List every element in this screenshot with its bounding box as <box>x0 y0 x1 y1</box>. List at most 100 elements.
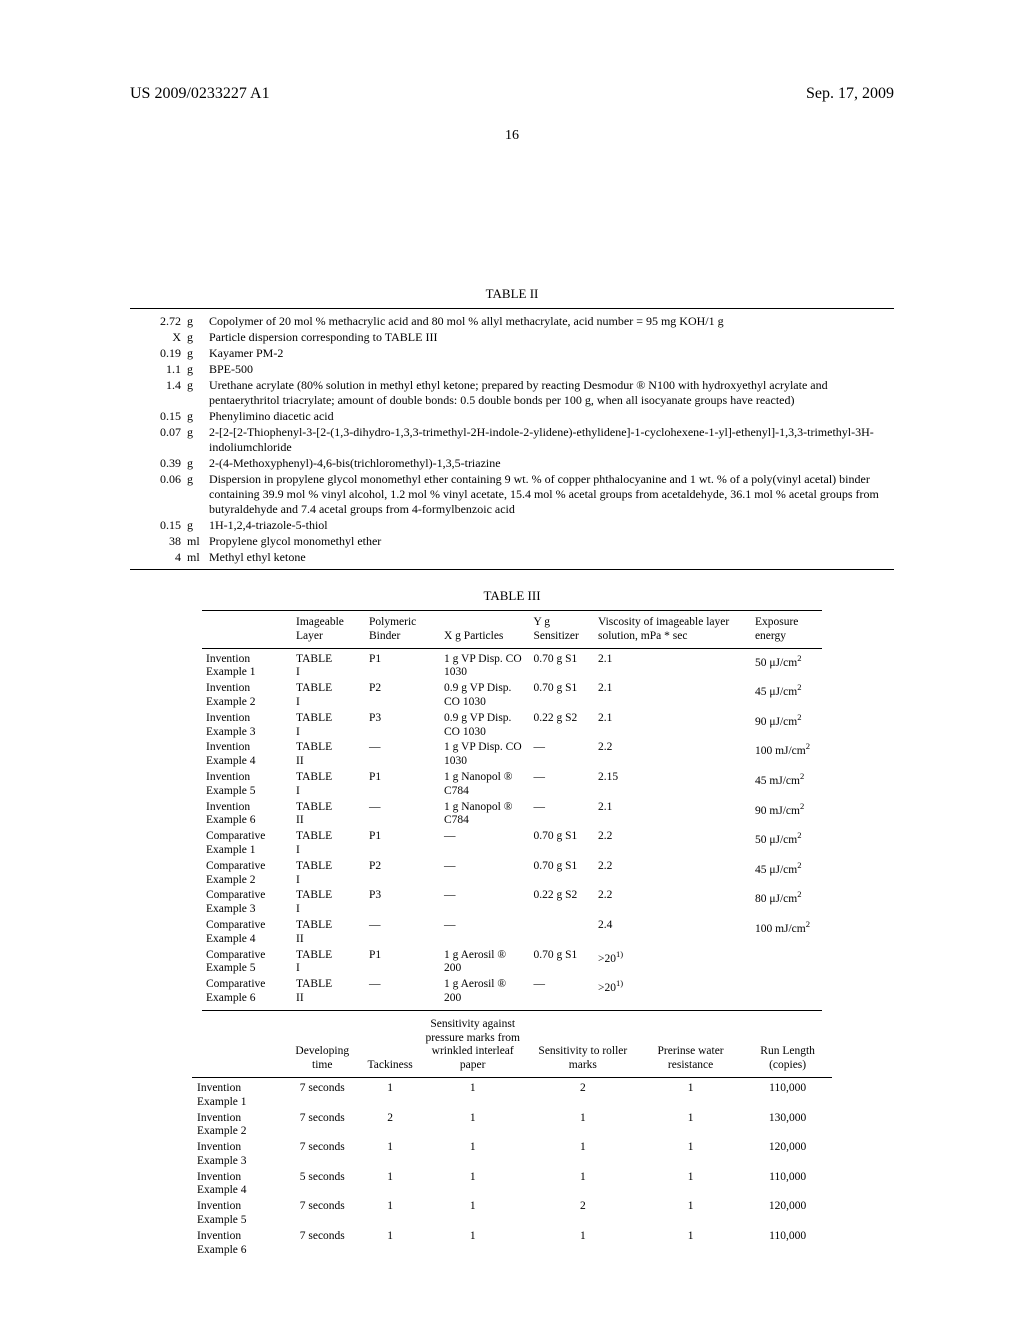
cell: — <box>440 859 529 889</box>
description-cell: Kayamer PM-2 <box>206 345 894 361</box>
description-cell: Methyl ethyl ketone <box>206 549 894 565</box>
table-iii-title: TABLE III <box>202 588 822 604</box>
table-row: ComparativeExample 3TABLEIP3—0.22 g S22.… <box>202 888 822 918</box>
cell: P3 <box>365 711 440 741</box>
cell: P2 <box>365 859 440 889</box>
cell: — <box>529 977 594 1007</box>
cell: TABLEI <box>292 681 365 711</box>
cell: 7 seconds <box>282 1111 363 1141</box>
unit-cell: g <box>184 424 206 455</box>
cell: TABLEII <box>292 800 365 830</box>
table-iii-lower-block: Developing time Tackiness Sensitivity ag… <box>192 1017 832 1259</box>
row-label: InventionExample 6 <box>202 800 292 830</box>
rule <box>130 569 894 570</box>
amount-cell: 2.72 <box>130 313 184 329</box>
cell: 0.9 g VP Disp. CO 1030 <box>440 681 529 711</box>
cell: 2.1 <box>594 711 751 741</box>
cell: 1 <box>528 1140 638 1170</box>
cell: 2.2 <box>594 859 751 889</box>
cell: 0.70 g S1 <box>529 681 594 711</box>
cell: 1 <box>418 1140 528 1170</box>
cell: 80 μJ/cm2 <box>751 888 822 918</box>
amount-cell: X <box>130 329 184 345</box>
col-header: Sensitivity to roller marks <box>528 1017 638 1074</box>
cell: 100 mJ/cm2 <box>751 740 822 770</box>
cell: — <box>529 800 594 830</box>
col-header: Imageable Layer <box>292 615 365 645</box>
col-header: Run Length (copies) <box>743 1017 832 1074</box>
page-content: TABLE II 2.72gCopolymer of 20 mol % meth… <box>0 103 1024 1258</box>
cell: 0.70 g S1 <box>529 948 594 978</box>
table-row: 4mlMethyl ethyl ketone <box>130 549 894 565</box>
cell: 1 <box>528 1170 638 1200</box>
cell: 1 <box>418 1111 528 1141</box>
cell: 120,000 <box>743 1140 832 1170</box>
rule <box>202 1010 822 1011</box>
cell: — <box>365 918 440 948</box>
cell: 1 <box>418 1081 528 1111</box>
cell: 1 <box>363 1229 418 1259</box>
amount-cell: 0.19 <box>130 345 184 361</box>
cell: 1 <box>638 1081 743 1111</box>
cell: 1 <box>638 1199 743 1229</box>
col-header: X g Particles <box>440 615 529 645</box>
table-row: 1.1gBPE-500 <box>130 361 894 377</box>
cell: — <box>365 800 440 830</box>
row-label: InventionExample 4 <box>192 1170 282 1200</box>
row-label: InventionExample 5 <box>202 770 292 800</box>
cell: 7 seconds <box>282 1081 363 1111</box>
row-label: InventionExample 6 <box>192 1229 282 1259</box>
table-row: InventionExample 27 seconds2111130,000 <box>192 1111 832 1141</box>
table-iii-block: TABLE III Imageable Layer Polymeric Bind… <box>202 588 822 1011</box>
cell: 45 μJ/cm2 <box>751 859 822 889</box>
page-number: 16 <box>0 128 1024 144</box>
table-row: 0.07g2-[2-[2-Thiophenyl-3-[2-(1,3-dihydr… <box>130 424 894 455</box>
cell: 50 μJ/cm2 <box>751 829 822 859</box>
cell: TABLEI <box>292 770 365 800</box>
row-label: InventionExample 2 <box>192 1111 282 1141</box>
row-label: InventionExample 2 <box>202 681 292 711</box>
unit-cell: g <box>184 329 206 345</box>
cell: P3 <box>365 888 440 918</box>
cell: 1 g VP Disp. CO 1030 <box>440 740 529 770</box>
amount-cell: 4 <box>130 549 184 565</box>
unit-cell: ml <box>184 549 206 565</box>
row-label: InventionExample 5 <box>192 1199 282 1229</box>
cell: 1 g Aerosil ® 200 <box>440 977 529 1007</box>
rule <box>130 308 894 309</box>
col-header: Sensitivity against pressure marks from … <box>418 1017 528 1074</box>
table-row: 38mlPropylene glycol monomethyl ether <box>130 533 894 549</box>
cell: 90 μJ/cm2 <box>751 711 822 741</box>
table-header-row: Developing time Tackiness Sensitivity ag… <box>192 1017 832 1074</box>
table-row: InventionExample 4TABLEII—1 g VP Disp. C… <box>202 740 822 770</box>
table-row: InventionExample 3TABLEIP30.9 g VP Disp.… <box>202 711 822 741</box>
table-row: 1.4gUrethane acrylate (80% solution in m… <box>130 377 894 408</box>
row-label: InventionExample 3 <box>202 711 292 741</box>
unit-cell: g <box>184 377 206 408</box>
table-row: XgParticle dispersion corresponding to T… <box>130 329 894 345</box>
description-cell: Propylene glycol monomethyl ether <box>206 533 894 549</box>
cell: >201) <box>594 977 751 1007</box>
table-ii-block: TABLE II 2.72gCopolymer of 20 mol % meth… <box>130 286 894 570</box>
cell: 1 <box>363 1140 418 1170</box>
cell: 1 <box>638 1140 743 1170</box>
table-row: InventionExample 2TABLEIP20.9 g VP Disp.… <box>202 681 822 711</box>
cell: 50 μJ/cm2 <box>751 652 822 682</box>
col-header: Y g Sensitizer <box>529 615 594 645</box>
cell: 1 <box>638 1111 743 1141</box>
table-row: 0.39g2-(4-Methoxyphenyl)-4,6-bis(trichlo… <box>130 455 894 471</box>
cell: 1 g VP Disp. CO 1030 <box>440 652 529 682</box>
row-label: ComparativeExample 6 <box>202 977 292 1007</box>
amount-cell: 0.07 <box>130 424 184 455</box>
cell: P1 <box>365 948 440 978</box>
table-row: InventionExample 57 seconds1121120,000 <box>192 1199 832 1229</box>
description-cell: BPE-500 <box>206 361 894 377</box>
table-row: ComparativeExample 2TABLEIP2—0.70 g S12.… <box>202 859 822 889</box>
amount-cell: 0.15 <box>130 517 184 533</box>
cell: P1 <box>365 770 440 800</box>
cell: 1 <box>418 1170 528 1200</box>
unit-cell: g <box>184 455 206 471</box>
description-cell: Phenylimino diacetic acid <box>206 408 894 424</box>
cell: TABLEI <box>292 652 365 682</box>
amount-cell: 0.39 <box>130 455 184 471</box>
